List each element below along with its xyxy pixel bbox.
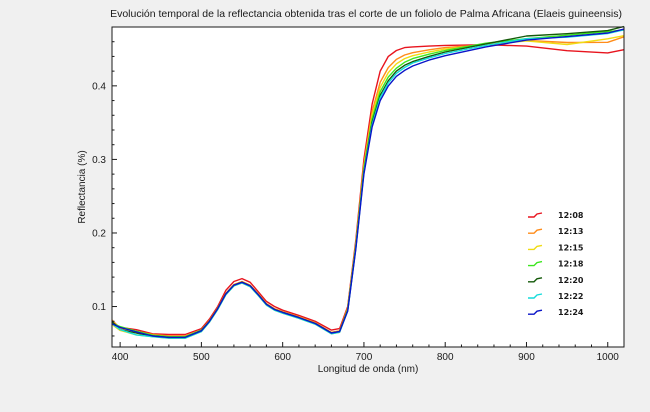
x-tick-label: 500 xyxy=(193,352,210,363)
plot-area xyxy=(112,27,624,347)
y-tick-label: 0.2 xyxy=(92,228,106,239)
y-tick-label: 0.1 xyxy=(92,302,106,313)
legend-label-12-08: 12:08 xyxy=(558,211,584,220)
x-tick-label: 700 xyxy=(356,352,373,363)
y-axis-title: Reflectancia (%) xyxy=(77,150,88,223)
series-line-12-08 xyxy=(111,44,625,336)
chart-title: Evolución temporal de la reflectancia ob… xyxy=(110,8,622,20)
x-tick-label: 1000 xyxy=(597,352,620,363)
plot-frame xyxy=(111,26,625,348)
legend-swatch-12-24 xyxy=(528,309,543,315)
legend-swatch-12-15 xyxy=(528,244,543,251)
x-tick-label: 800 xyxy=(437,352,454,363)
y-tick-label: 0.3 xyxy=(92,155,106,166)
legend-label-12-20: 12:20 xyxy=(558,276,584,285)
x-tick-label: 600 xyxy=(274,352,291,363)
legend-swatch-12-08 xyxy=(528,212,543,218)
axes-layer: 400 500 600 700 800 900 1000 0.1 0.2 0.3 0.4 xyxy=(92,26,625,363)
y-tick-label: 0.4 xyxy=(92,81,106,92)
series-layer xyxy=(111,25,625,339)
legend-label-12-24: 12:24 xyxy=(558,308,584,317)
x-tick-label: 900 xyxy=(518,352,535,363)
legend-swatch-12-18 xyxy=(528,260,543,267)
x-axis-title: Longitud de onda (nm) xyxy=(318,364,419,375)
series-line-12-24 xyxy=(111,28,625,339)
legend-label-12-18: 12:18 xyxy=(558,260,584,269)
legend-label-12-22: 12:22 xyxy=(558,292,583,301)
legend-swatch-12-22 xyxy=(528,293,543,299)
x-tick-label: 400 xyxy=(112,352,129,363)
legend: 12:08 12:13 12:15 12:18 12:20 12:22 12:24 xyxy=(528,211,584,317)
legend-swatch-12-20 xyxy=(528,277,543,283)
legend-label-12-13: 12:13 xyxy=(558,227,583,236)
legend-label-12-15: 12:15 xyxy=(558,243,584,252)
legend-swatch-12-13 xyxy=(528,228,543,234)
